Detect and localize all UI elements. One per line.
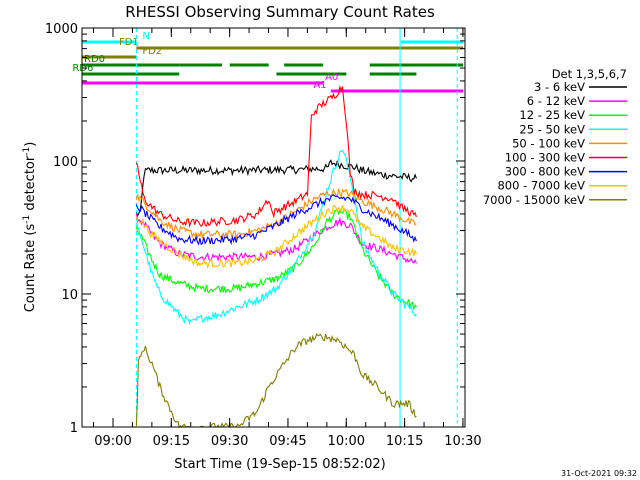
- x-tick-label: 10:00: [328, 434, 365, 449]
- legend-label: 800 - 7000 keV: [497, 179, 585, 193]
- legend-label: 300 - 800 keV: [505, 165, 585, 179]
- y-tick-label: 100: [53, 155, 78, 170]
- y-axis-label: Count Rate (s-1 detector-1): [22, 142, 38, 313]
- y-axis-ticks: 1 10 100 1000: [45, 22, 465, 436]
- x-axis-ticks: 09:00 09:15 09:30 09:45 10:00 10:15 10:30: [93, 28, 482, 449]
- series-line: [135, 204, 417, 269]
- legend-label: 7000 - 15000 keV: [483, 193, 585, 207]
- state-bar-label: A1: [313, 80, 326, 91]
- x-tick-label: 10:15: [386, 434, 423, 449]
- state-bar-label: FD1: [119, 37, 139, 48]
- x-tick-label: 09:45: [269, 434, 306, 449]
- legend-title: Det 1,3,5,6,7: [552, 67, 627, 81]
- footer-timestamp: 31-Oct-2021 09:32: [561, 469, 637, 478]
- x-axis-label: Start Time (19-Sep-15 08:52:02): [174, 457, 385, 472]
- legend-label: 25 - 50 keV: [519, 122, 585, 136]
- legend-label: 50 - 100 keV: [512, 136, 585, 150]
- plot-frame: [81, 27, 466, 428]
- series-line: [135, 333, 417, 429]
- state-bar-label: N: [142, 31, 149, 42]
- chart-title: RHESSI Observing Summary Count Rates: [125, 3, 435, 21]
- y-tick-label: 1: [70, 421, 78, 436]
- series-line: [135, 188, 417, 240]
- x-tick-label: 09:00: [94, 434, 131, 449]
- legend-label: 6 - 12 keV: [527, 94, 585, 108]
- y-tick-label: 10: [61, 288, 78, 303]
- series-line: [135, 159, 417, 217]
- series-line: [135, 193, 417, 246]
- y-tick-label: 1000: [45, 22, 78, 37]
- series-line: [135, 149, 417, 325]
- x-tick-label: 09:30: [211, 434, 248, 449]
- legend-label: 100 - 300 keV: [505, 151, 585, 165]
- legend-label: 3 - 6 keV: [534, 80, 585, 94]
- state-bar-label: A0: [325, 72, 338, 83]
- state-bar-label: RD0: [84, 54, 105, 65]
- series-line: [135, 84, 417, 229]
- state-bar-label: FD2: [142, 46, 162, 57]
- x-tick-label: 10:30: [444, 434, 481, 449]
- legend-label: 12 - 25 keV: [519, 108, 585, 122]
- series-group: [135, 84, 417, 429]
- x-tick-label: 09:15: [153, 434, 190, 449]
- series-line: [135, 208, 417, 311]
